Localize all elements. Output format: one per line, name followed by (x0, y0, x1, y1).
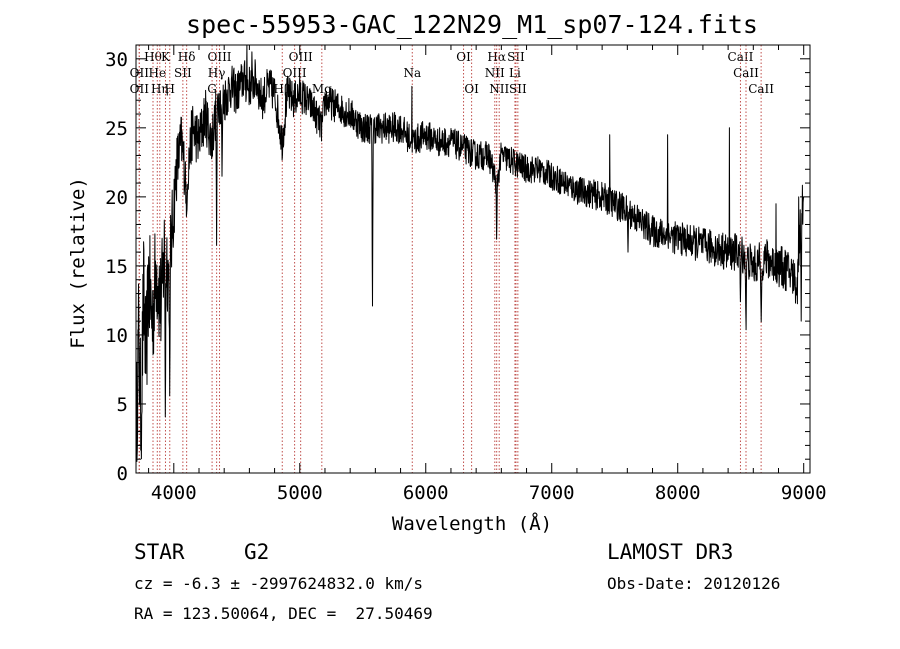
y-axis-label: Flux (relative) (67, 177, 89, 349)
redshift-readout: cz = -6.3 ± -2997624832.0 km/s (134, 574, 423, 593)
object-subclass: G2 (244, 540, 270, 564)
y-tick-label: 25 (105, 118, 128, 140)
emission-line-label: G (207, 82, 217, 96)
y-tick-label: 30 (105, 49, 128, 71)
x-tick-label: 7000 (529, 482, 575, 504)
emission-line-label: He (149, 66, 167, 80)
emission-line-label: NII (489, 82, 509, 96)
x-tick-label: 9000 (781, 482, 827, 504)
emission-line-label: H (165, 82, 175, 96)
emission-line-label: NII (485, 66, 505, 80)
chart-title: spec-55953-GAC_122N29_M1_sp07-124.fits (186, 10, 758, 39)
x-axis-label: Wavelength (Å) (392, 512, 552, 535)
spectrum-series (135, 44, 805, 474)
y-tick-label: 5 (117, 394, 128, 416)
survey-name: LAMOST DR3 (607, 540, 734, 564)
emission-line-label: Hγ (208, 66, 226, 80)
emission-line-label: SII (509, 82, 527, 96)
emission-line-label: OIII (289, 50, 313, 64)
y-tick-label: 10 (105, 325, 128, 347)
emission-line-label: OIII (283, 66, 307, 80)
y-tick-label: 15 (105, 256, 128, 278)
x-tick-label: 4000 (151, 482, 197, 504)
emission-line-label: Hδ (178, 50, 196, 64)
emission-line-label: Mg (312, 82, 332, 96)
emission-line-label: SII (507, 50, 525, 64)
flux-line (135, 44, 805, 474)
object-class: STAR (134, 540, 185, 564)
y-tick-label: 0 (117, 463, 128, 485)
x-tick-label: 6000 (403, 482, 449, 504)
x-tick-label: 8000 (655, 482, 701, 504)
emission-line-label: Na (403, 66, 421, 80)
x-tick-label: 5000 (277, 482, 323, 504)
emission-line-label: Hθ (144, 50, 162, 64)
emission-line-label: K (161, 50, 171, 64)
emission-line-label: CaII (733, 66, 759, 80)
axes: 4000 5000 6000 7000 8000 9000 0 5 10 15 20 25 30 (105, 44, 827, 504)
plot-frame (135, 44, 811, 474)
emission-line-label: CaII (748, 82, 774, 96)
emission-line-label: OI (456, 50, 471, 64)
emission-line-label: OI (464, 82, 479, 96)
emission-line-label: CaII (728, 50, 754, 64)
coordinates-readout: RA = 123.50064, DEC = 27.50469 (134, 604, 433, 623)
emission-line-label: Hα (487, 50, 506, 64)
y-tick-label: 20 (105, 187, 128, 209)
emission-line-label: Li (509, 66, 521, 80)
observation-date: Obs-Date: 20120126 (607, 574, 781, 593)
emission-line-label: OIII (207, 50, 231, 64)
emission-line-label: SII (174, 66, 192, 80)
emission-line-label: OII (130, 82, 150, 96)
emission-line-label: Hη (151, 82, 169, 96)
